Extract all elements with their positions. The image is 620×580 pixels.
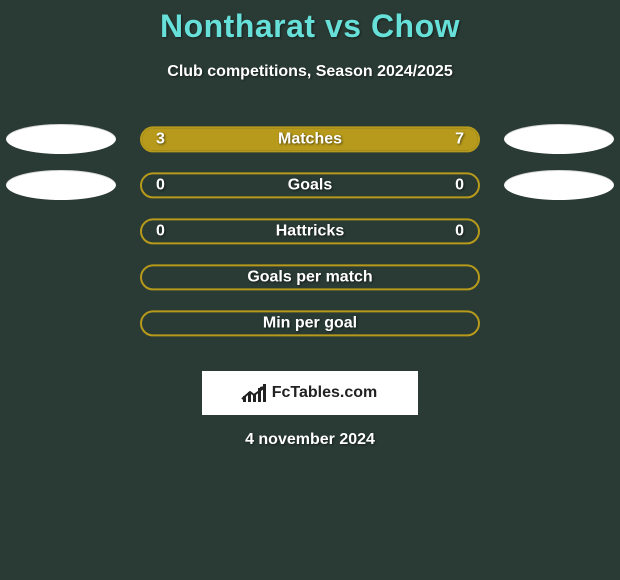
stat-row: Goals per match	[0, 257, 620, 303]
page-title: Nontharat vs Chow	[0, 8, 620, 45]
stat-bar-fill-right	[243, 128, 478, 150]
stats-container: 3 7 Matches 0 0 Goals 0 0	[0, 119, 620, 349]
stat-row: Min per goal	[0, 303, 620, 349]
fctables-logo[interactable]: FcTables.com	[202, 371, 418, 415]
date-label: 4 november 2024	[0, 431, 620, 449]
logo-text: FcTables.com	[272, 384, 378, 402]
stat-label: Hattricks	[142, 222, 478, 240]
stat-value-left: 0	[156, 222, 165, 240]
stat-value-left: 0	[156, 176, 165, 194]
player-oval-right	[504, 170, 614, 200]
player-oval-left	[6, 170, 116, 200]
stat-label: Goals per match	[142, 268, 478, 286]
player-oval-right	[504, 124, 614, 154]
player-oval-left	[6, 124, 116, 154]
chart-icon	[243, 384, 266, 402]
stat-label: Min per goal	[142, 314, 478, 332]
stat-value-left: 3	[156, 130, 165, 148]
stat-value-right: 7	[455, 130, 464, 148]
subtitle: Club competitions, Season 2024/2025	[0, 63, 620, 81]
stat-value-right: 0	[455, 222, 464, 240]
stat-label: Goals	[142, 176, 478, 194]
stat-bar: 3 7 Matches	[140, 126, 480, 152]
stat-row: 0 0 Hattricks	[0, 211, 620, 257]
stat-row: 0 0 Goals	[0, 165, 620, 211]
comparison-card: Nontharat vs Chow Club competitions, Sea…	[0, 0, 620, 580]
stat-bar: 0 0 Goals	[140, 172, 480, 198]
stat-bar: Goals per match	[140, 264, 480, 290]
stat-value-right: 0	[455, 176, 464, 194]
stat-row: 3 7 Matches	[0, 119, 620, 165]
stat-bar: 0 0 Hattricks	[140, 218, 480, 244]
stat-bar: Min per goal	[140, 310, 480, 336]
